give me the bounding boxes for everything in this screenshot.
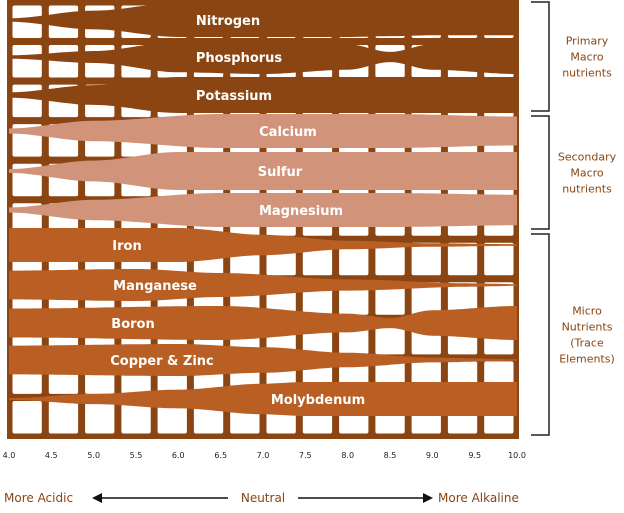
grid-cell	[12, 45, 42, 78]
label-sulfur: Sulfur	[258, 165, 303, 180]
band-calcium	[9, 114, 517, 148]
grid-cell	[484, 242, 514, 276]
group-brackets: Primary Macro nutrients Secondary Macro nutri…	[531, 1, 617, 436]
x-tick-label: 7.5	[299, 451, 312, 460]
x-tick-label: 7.0	[257, 451, 270, 460]
grid-cell	[375, 242, 405, 276]
group-label-micro: Elements)	[559, 353, 615, 366]
band-magnesium	[9, 193, 517, 227]
grid-cell	[12, 84, 42, 118]
x-tick-label: 5.5	[130, 451, 143, 460]
nutrient-labels: Nitrogen Phosphorus Potassium Calcium Sulfur…	[110, 14, 365, 408]
x-tick-label: 6.5	[214, 451, 227, 460]
grid-cell	[12, 401, 42, 434]
grid-cell	[411, 242, 441, 276]
x-tick-label: 9.5	[468, 451, 481, 460]
label-iron: Iron	[112, 239, 141, 254]
label-molybdenum: Molybdenum	[271, 393, 365, 408]
group-label-micro: Nutrients	[562, 321, 613, 334]
grid-cell	[411, 282, 441, 315]
grid-cell	[375, 282, 405, 315]
x-tick-label: 8.5	[384, 451, 397, 460]
nutrient-bands	[9, 3, 517, 416]
footer-more-acidic: More Acidic	[4, 491, 73, 505]
acidity-footer: More Acidic Neutral More Alkaline	[4, 491, 519, 505]
band-copper-zinc	[9, 344, 517, 376]
group-label-micro: Micro	[572, 305, 602, 318]
label-boron: Boron	[111, 317, 154, 332]
x-tick-label: 6.0	[172, 451, 185, 460]
grid-cell	[48, 401, 79, 434]
grid-cell	[375, 321, 405, 355]
band-boron	[9, 306, 517, 340]
label-phosphorus: Phosphorus	[196, 51, 283, 66]
arrow-right-head	[423, 493, 433, 503]
x-tick-label: 4.0	[3, 451, 16, 460]
group-label-micro: (Trace	[570, 337, 604, 350]
band-potassium	[9, 77, 517, 113]
x-tick-label: 5.0	[87, 451, 100, 460]
grid-cell	[447, 282, 478, 315]
band-nitrogen	[9, 3, 517, 37]
group-label-primary: Macro	[570, 51, 604, 64]
band-molybdenum	[9, 382, 517, 416]
label-copper-zinc: Copper & Zinc	[110, 354, 214, 369]
grid-cell	[339, 242, 369, 276]
band-phosphorus	[9, 40, 517, 74]
bracket-primary	[531, 1, 550, 112]
x-tick-label: 8.0	[341, 451, 354, 460]
x-tick-label: 10.0	[508, 451, 526, 460]
x-tick-labels: 4.0 4.5 5.0 5.5 6.0 6.5 7.0 7.5 8.0 8.5 9.0 9.5 10.0	[3, 451, 526, 460]
group-label-primary: Primary	[566, 35, 609, 48]
label-calcium: Calcium	[259, 125, 317, 140]
group-label-primary: nutrients	[562, 67, 612, 80]
band-manganese	[9, 269, 517, 301]
group-label-secondary: Secondary	[558, 151, 617, 164]
group-label-secondary: nutrients	[562, 183, 612, 196]
label-potassium: Potassium	[196, 89, 272, 104]
grid-cell	[85, 401, 115, 434]
grid-cell	[121, 401, 151, 434]
band-iron	[9, 228, 517, 262]
grid-cell	[157, 401, 187, 434]
x-tick-label: 9.0	[426, 451, 439, 460]
x-tick-label: 4.5	[45, 451, 58, 460]
bracket-secondary	[531, 115, 550, 230]
label-nitrogen: Nitrogen	[196, 14, 260, 29]
band-sulfur	[9, 152, 517, 190]
bracket-micro	[531, 233, 550, 436]
footer-neutral: Neutral	[241, 491, 285, 505]
grid-cell	[447, 242, 478, 276]
footer-more-alkaline: More Alkaline	[438, 491, 519, 505]
label-manganese: Manganese	[113, 279, 197, 294]
label-magnesium: Magnesium	[259, 204, 343, 219]
group-label-secondary: Macro	[570, 167, 604, 180]
arrow-left-head	[92, 493, 102, 503]
